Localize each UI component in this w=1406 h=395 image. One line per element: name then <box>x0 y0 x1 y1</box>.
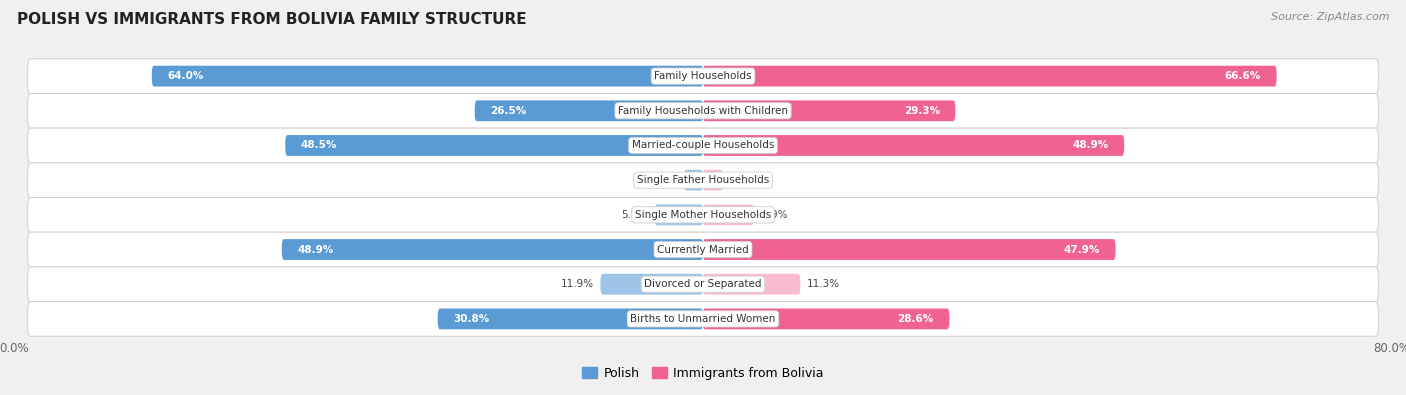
Text: 30.8%: 30.8% <box>453 314 489 324</box>
Text: 26.5%: 26.5% <box>491 106 526 116</box>
Text: 28.6%: 28.6% <box>897 314 934 324</box>
Text: Family Households with Children: Family Households with Children <box>619 106 787 116</box>
Text: 48.5%: 48.5% <box>301 141 337 150</box>
Text: 5.6%: 5.6% <box>621 210 648 220</box>
FancyBboxPatch shape <box>475 100 703 121</box>
FancyBboxPatch shape <box>28 198 1378 232</box>
Text: 48.9%: 48.9% <box>298 245 333 254</box>
FancyBboxPatch shape <box>703 100 956 121</box>
Text: 47.9%: 47.9% <box>1063 245 1099 254</box>
FancyBboxPatch shape <box>703 170 723 190</box>
FancyBboxPatch shape <box>28 59 1378 94</box>
FancyBboxPatch shape <box>683 170 703 190</box>
Text: Currently Married: Currently Married <box>657 245 749 254</box>
FancyBboxPatch shape <box>28 128 1378 163</box>
Text: 29.3%: 29.3% <box>904 106 939 116</box>
FancyBboxPatch shape <box>703 274 800 295</box>
FancyBboxPatch shape <box>703 239 1115 260</box>
Text: 5.9%: 5.9% <box>761 210 787 220</box>
FancyBboxPatch shape <box>152 66 703 87</box>
FancyBboxPatch shape <box>28 232 1378 267</box>
FancyBboxPatch shape <box>703 66 1277 87</box>
Text: 48.9%: 48.9% <box>1073 141 1108 150</box>
FancyBboxPatch shape <box>28 163 1378 198</box>
FancyBboxPatch shape <box>285 135 703 156</box>
FancyBboxPatch shape <box>703 205 754 225</box>
Text: 11.3%: 11.3% <box>807 279 841 289</box>
Text: 2.2%: 2.2% <box>651 175 678 185</box>
Text: Source: ZipAtlas.com: Source: ZipAtlas.com <box>1271 12 1389 22</box>
Text: Divorced or Separated: Divorced or Separated <box>644 279 762 289</box>
Text: Family Households: Family Households <box>654 71 752 81</box>
Text: 64.0%: 64.0% <box>167 71 204 81</box>
FancyBboxPatch shape <box>437 308 703 329</box>
Text: 11.9%: 11.9% <box>561 279 593 289</box>
Legend: Polish, Immigrants from Bolivia: Polish, Immigrants from Bolivia <box>578 362 828 385</box>
FancyBboxPatch shape <box>655 205 703 225</box>
FancyBboxPatch shape <box>281 239 703 260</box>
FancyBboxPatch shape <box>600 274 703 295</box>
FancyBboxPatch shape <box>28 267 1378 301</box>
Text: 66.6%: 66.6% <box>1225 71 1261 81</box>
Text: Births to Unmarried Women: Births to Unmarried Women <box>630 314 776 324</box>
Text: POLISH VS IMMIGRANTS FROM BOLIVIA FAMILY STRUCTURE: POLISH VS IMMIGRANTS FROM BOLIVIA FAMILY… <box>17 12 526 27</box>
FancyBboxPatch shape <box>703 308 949 329</box>
Text: Single Father Households: Single Father Households <box>637 175 769 185</box>
FancyBboxPatch shape <box>28 301 1378 336</box>
FancyBboxPatch shape <box>28 94 1378 128</box>
Text: Single Mother Households: Single Mother Households <box>636 210 770 220</box>
Text: Married-couple Households: Married-couple Households <box>631 141 775 150</box>
FancyBboxPatch shape <box>703 135 1125 156</box>
Text: 2.3%: 2.3% <box>730 175 756 185</box>
